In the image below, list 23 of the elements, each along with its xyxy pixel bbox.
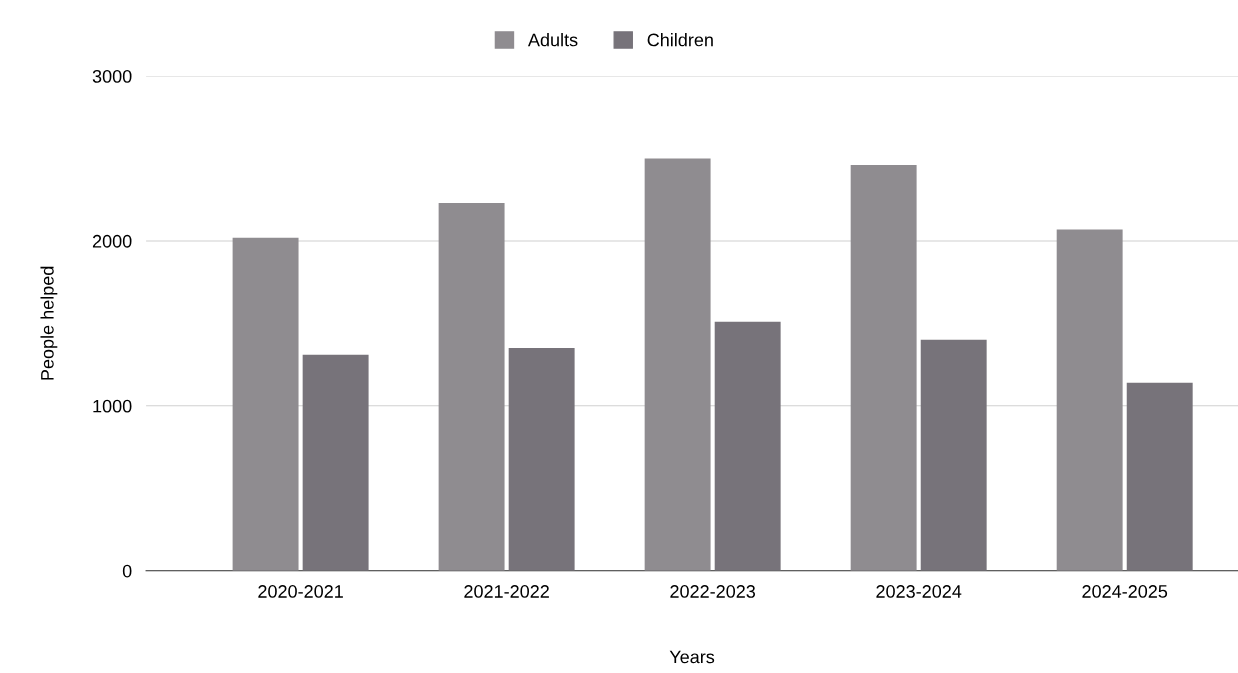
bar	[508, 348, 575, 571]
x-tick-label: 2022-2023	[670, 585, 756, 598]
bar	[850, 165, 917, 571]
x-tick-label: 2020-2021	[258, 585, 343, 598]
bar	[438, 203, 505, 571]
x-tick-label: 2021-2022	[464, 585, 549, 598]
x-tick-label: 2023-2024	[876, 585, 962, 598]
y-tick-label: 1000	[93, 399, 132, 413]
bar	[920, 339, 987, 571]
x-tick-label: 2024-2025	[1082, 585, 1168, 598]
legend-label: Adults	[527, 33, 578, 47]
y-tick-label: 3000	[92, 69, 132, 83]
x-axis-title: Years	[669, 650, 715, 664]
y-axis-title: People helped	[40, 266, 58, 380]
bar	[644, 158, 711, 571]
bar	[1126, 382, 1193, 571]
y-tick-label: 0	[122, 564, 132, 578]
y-tick-label: 2000	[92, 234, 132, 248]
bar	[1056, 229, 1123, 571]
bar	[714, 321, 781, 571]
bar	[302, 354, 369, 571]
bar	[232, 237, 299, 571]
legend-label: Children	[647, 33, 713, 47]
